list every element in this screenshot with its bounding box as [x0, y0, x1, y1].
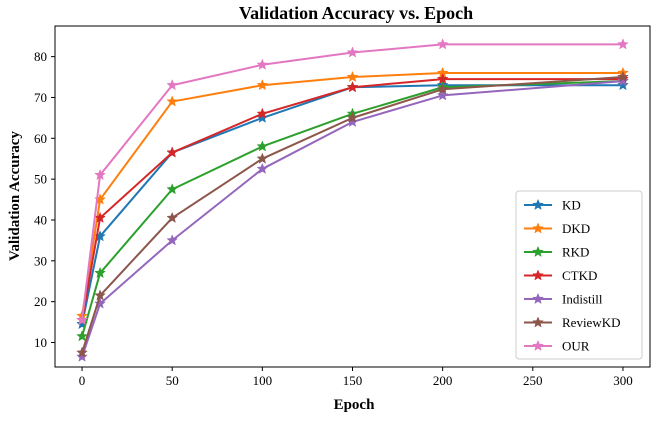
- legend-marker: [532, 339, 544, 351]
- y-axis: 10 20 30 40 50 60 70 80: [34, 49, 55, 350]
- data-point: [94, 297, 106, 309]
- data-point: [166, 234, 179, 246]
- data-point: [166, 146, 179, 158]
- series-our: [76, 38, 629, 326]
- data-point: [94, 211, 106, 223]
- data-point: [436, 72, 449, 85]
- legend-box: [515, 190, 643, 360]
- y-tick-label: 10: [34, 335, 47, 350]
- data-point: [166, 211, 179, 223]
- series-reviewkd: [76, 70, 629, 358]
- legend-label: RKD: [562, 245, 589, 260]
- data-point: [436, 38, 449, 50]
- x-axis-label: Epoch: [334, 397, 376, 413]
- data-point: [346, 46, 359, 58]
- y-tick-label: 40: [34, 212, 47, 227]
- data-point: [76, 350, 88, 362]
- data-point: [94, 289, 106, 301]
- data-point: [346, 70, 359, 83]
- x-tick-label: 0: [79, 373, 86, 388]
- data-point: [617, 70, 629, 83]
- legend-marker: [532, 245, 544, 257]
- data-point: [166, 95, 179, 107]
- legend-item-indistill: Indistill: [524, 292, 603, 307]
- data-point: [76, 346, 88, 358]
- x-tick-label: 100: [253, 373, 273, 388]
- data-point: [166, 183, 179, 195]
- x-tick-label: 150: [343, 373, 363, 388]
- x-tick-label: 300: [613, 373, 633, 388]
- data-point: [94, 168, 106, 181]
- series-indistill: [76, 74, 629, 362]
- x-tick-label: 50: [166, 373, 179, 388]
- legend-marker: [532, 198, 544, 210]
- legend-label: ReviewKD: [562, 315, 621, 330]
- x-tick-label: 250: [523, 373, 543, 388]
- data-point: [256, 107, 269, 119]
- x-axis: 0 50 100 150 200 250 300: [79, 367, 633, 388]
- x-tick-label: 200: [433, 373, 453, 388]
- y-tick-label: 80: [34, 49, 47, 64]
- data-point: [256, 162, 269, 174]
- legend-item-kd: KD: [524, 198, 581, 213]
- legend-label: DKD: [562, 221, 590, 236]
- y-tick-label: 20: [34, 294, 47, 309]
- legend-marker: [532, 269, 544, 281]
- legend-marker: [532, 222, 544, 234]
- data-point: [76, 330, 88, 342]
- data-point: [617, 79, 629, 91]
- data-point: [166, 79, 179, 91]
- data-point: [256, 79, 269, 91]
- data-point: [256, 152, 269, 164]
- data-point: [94, 266, 106, 279]
- y-axis-label: Validation Accuracy: [7, 131, 23, 261]
- y-tick-label: 30: [34, 253, 47, 268]
- y-tick-label: 70: [34, 90, 47, 105]
- y-tick-label: 50: [34, 172, 47, 187]
- legend-label: OUR: [562, 339, 590, 354]
- legend-item-ctkd: CTKD: [524, 268, 597, 283]
- legend-item-our: OUR: [524, 339, 590, 354]
- legend-item-reviewkd: ReviewKD: [524, 315, 621, 330]
- legend-marker: [532, 316, 544, 328]
- data-point: [346, 81, 359, 93]
- data-point: [436, 89, 449, 101]
- data-point: [617, 74, 629, 87]
- data-point: [94, 193, 106, 205]
- data-point: [94, 230, 106, 242]
- legend: KD DKD RKD CTKD Indistill ReviewKD OUR: [515, 190, 643, 360]
- legend-item-rkd: RKD: [524, 245, 589, 260]
- legend-item-dkd: DKD: [524, 221, 590, 236]
- data-point: [436, 83, 449, 95]
- y-tick-label: 60: [34, 131, 47, 146]
- data-point: [256, 58, 269, 70]
- legend-label: CTKD: [562, 268, 597, 283]
- legend-label: KD: [562, 198, 581, 213]
- data-point: [76, 313, 88, 326]
- legend-label: Indistill: [562, 292, 603, 307]
- data-point: [617, 38, 629, 50]
- legend-marker: [532, 292, 544, 304]
- data-point: [256, 140, 269, 152]
- chart-title: Validation Accuracy vs. Epoch: [239, 3, 473, 23]
- series-layer: [76, 38, 629, 362]
- data-point: [346, 111, 359, 123]
